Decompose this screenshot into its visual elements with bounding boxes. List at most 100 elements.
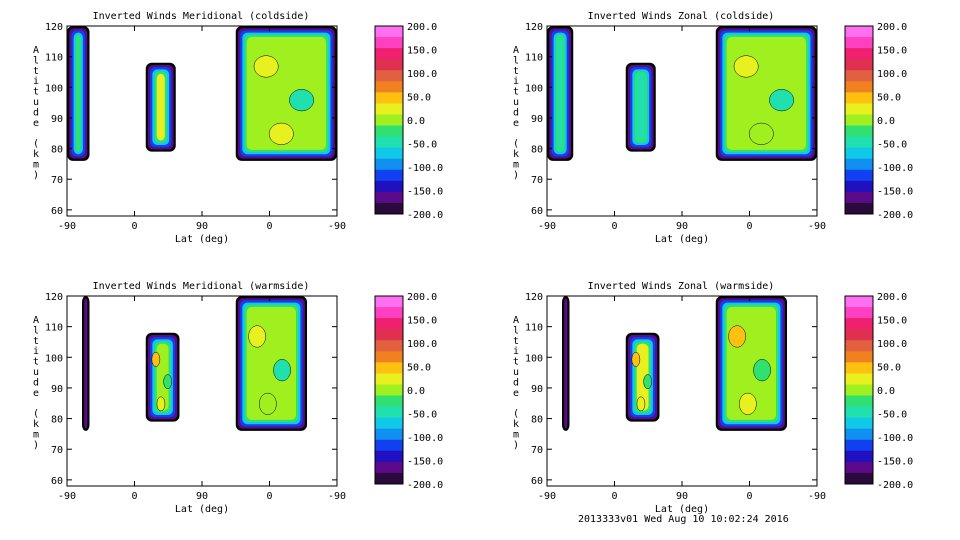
colorbar-band [375, 81, 403, 93]
y-axis-label-char: ) [33, 440, 39, 451]
x-tick-label: 0 [746, 491, 752, 502]
y-tick-label: 70 [51, 175, 63, 186]
contour-core [156, 396, 166, 412]
data-region [715, 296, 787, 431]
contour-core [643, 374, 652, 390]
chart-panel-1: Inverted Winds Zonal (coldside) -90 0 90 0 -9… [513, 11, 913, 245]
colorbar-band [375, 92, 403, 104]
colorbar-label: 100.0 [407, 339, 437, 350]
colorbar-band [845, 37, 873, 49]
colorbar-band [845, 103, 873, 115]
colorbar-band [845, 351, 873, 363]
y-tick-label: 70 [531, 445, 543, 456]
y-tick-label: 100 [525, 353, 543, 364]
y-axis-label-char: ) [33, 170, 39, 181]
y-tick-label: 110 [45, 323, 63, 334]
colorbar-band [375, 439, 403, 452]
contour-core [151, 352, 161, 367]
x-tick-label: 0 [131, 221, 137, 232]
colorbar-band [375, 417, 403, 430]
colorbar-band [845, 114, 873, 127]
y-axis-label-char: e [513, 118, 519, 129]
colorbar-band [845, 362, 873, 374]
chart-title: Inverted Winds Meridional (coldside) [93, 11, 310, 22]
colorbar-label: 200.0 [407, 22, 437, 33]
colorbar-band [375, 114, 403, 127]
colorbar-band [845, 439, 873, 452]
contour-band [564, 298, 568, 429]
colorbar-band [375, 395, 403, 408]
y-tick-label: 120 [45, 22, 63, 33]
chart-title: Inverted Winds Meridional (warmside) [93, 281, 310, 292]
contour-core [163, 374, 172, 390]
colorbar-label: -50.0 [407, 410, 437, 421]
y-axis-label-char: u [513, 367, 519, 378]
contour-band [84, 298, 88, 429]
colorbar-label: -150.0 [877, 457, 913, 468]
y-axis-label-char: A [33, 45, 39, 56]
y-tick-label: 100 [45, 353, 63, 364]
y-axis-label-char: u [33, 97, 39, 108]
y-axis-label-char: d [513, 377, 519, 388]
y-tick-label: 110 [525, 323, 543, 334]
y-axis-label-char: i [33, 76, 39, 87]
y-axis-label-char: d [33, 377, 39, 388]
colorbar-band [375, 180, 403, 193]
colorbar-band [845, 48, 873, 60]
y-tick-label: 60 [51, 206, 63, 217]
colorbar-band [845, 158, 873, 171]
colorbar-label: 50.0 [877, 93, 901, 104]
y-axis-label-char: t [513, 66, 519, 77]
y-axis-label-char: e [33, 118, 39, 129]
colorbar-band [375, 428, 403, 441]
data-region [235, 296, 307, 431]
x-tick-label: 90 [196, 491, 208, 502]
x-tick-label: -90 [808, 491, 826, 502]
y-tick-label: 80 [51, 415, 63, 426]
colorbar-band [845, 202, 873, 215]
colorbar-band [375, 472, 403, 485]
colorbar-band [845, 191, 873, 204]
colorbar-label: 0.0 [877, 116, 895, 127]
y-tick-label: 60 [531, 476, 543, 487]
colorbar-label: -100.0 [407, 433, 443, 444]
x-axis-label: Lat (deg) [175, 504, 229, 515]
colorbar-label: -150.0 [877, 187, 913, 198]
x-tick-label: -90 [328, 491, 346, 502]
contour-core [248, 325, 266, 348]
data-region [562, 296, 570, 431]
data-region [82, 296, 90, 431]
x-tick-label: -90 [58, 491, 76, 502]
colorbar-band [375, 296, 403, 308]
colorbar-band [375, 362, 403, 374]
y-tick-label: 90 [51, 384, 63, 395]
y-axis-label-char: l [513, 325, 519, 336]
x-tick-label: 0 [611, 221, 617, 232]
contour-core [769, 89, 794, 112]
colorbar-band [845, 125, 873, 138]
colorbar-band [375, 37, 403, 49]
colorbar-band [375, 406, 403, 419]
y-axis-label-char: ( [513, 409, 519, 420]
colorbar-label: -50.0 [877, 140, 907, 151]
y-axis-label-char: d [33, 107, 39, 118]
y-tick-label: 100 [45, 83, 63, 94]
y-axis-label-char: ( [33, 139, 39, 150]
colorbar-band [845, 169, 873, 182]
y-tick-label: 120 [525, 22, 543, 33]
chart-panel-3: Inverted Winds Zonal (warmside) -90 0 90 0 -9… [513, 281, 913, 515]
y-axis-label-char: i [33, 346, 39, 357]
colorbar-band [845, 417, 873, 430]
colorbar-band [375, 329, 403, 341]
x-axis-label: Lat (deg) [655, 504, 709, 515]
contour-core [273, 359, 291, 382]
colorbar-label: -200.0 [877, 210, 913, 221]
colorbar-band [375, 147, 403, 160]
colorbar-band [845, 318, 873, 330]
x-tick-label: 90 [676, 221, 688, 232]
colorbar-band [375, 125, 403, 138]
contour-core [733, 55, 759, 78]
colorbar-frame [844, 295, 874, 485]
y-axis-label-char: l [33, 325, 39, 336]
